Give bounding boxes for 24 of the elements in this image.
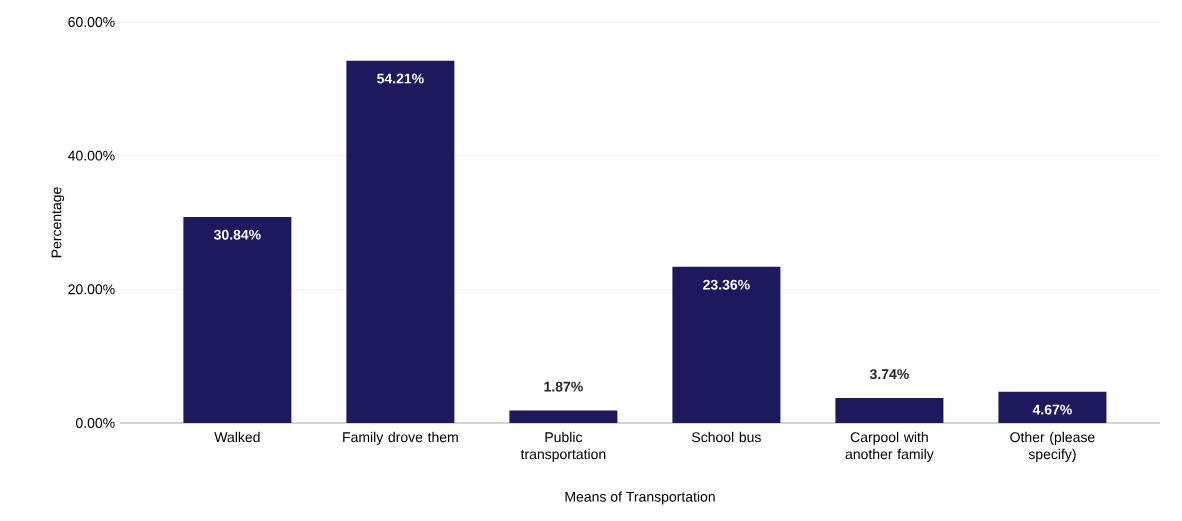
bar — [672, 266, 781, 423]
y-tick-label: 20.00% — [68, 284, 115, 295]
data-label: 54.21% — [377, 73, 424, 84]
y-axis-title: Percentage — [51, 187, 65, 258]
bar — [509, 410, 618, 423]
bar — [998, 391, 1107, 423]
y-tick-label: 60.00% — [68, 17, 115, 27]
x-tick-label: School bus — [692, 431, 761, 443]
y-tick-label: 0.00% — [76, 418, 115, 428]
y-tick-label: 40.00% — [67, 150, 115, 161]
x-axis-title: Means of Transportation — [565, 491, 715, 505]
x-tick-label: Family drove them — [343, 431, 458, 445]
bar — [183, 216, 292, 423]
bar — [346, 60, 455, 423]
data-label: 30.84% — [213, 229, 261, 240]
x-tick-label: Public transportation — [520, 431, 606, 462]
x-tick-label: Walked — [214, 431, 260, 443]
data-label: 1.87% — [544, 381, 583, 392]
x-tick-label: Other (please specify) — [1010, 431, 1095, 462]
x-tick-label: Carpool with another family — [845, 431, 934, 462]
bar — [835, 397, 944, 423]
data-label: 4.67% — [1032, 404, 1072, 415]
data-label: 23.36% — [703, 279, 750, 290]
data-label: 3.74% — [869, 369, 909, 380]
